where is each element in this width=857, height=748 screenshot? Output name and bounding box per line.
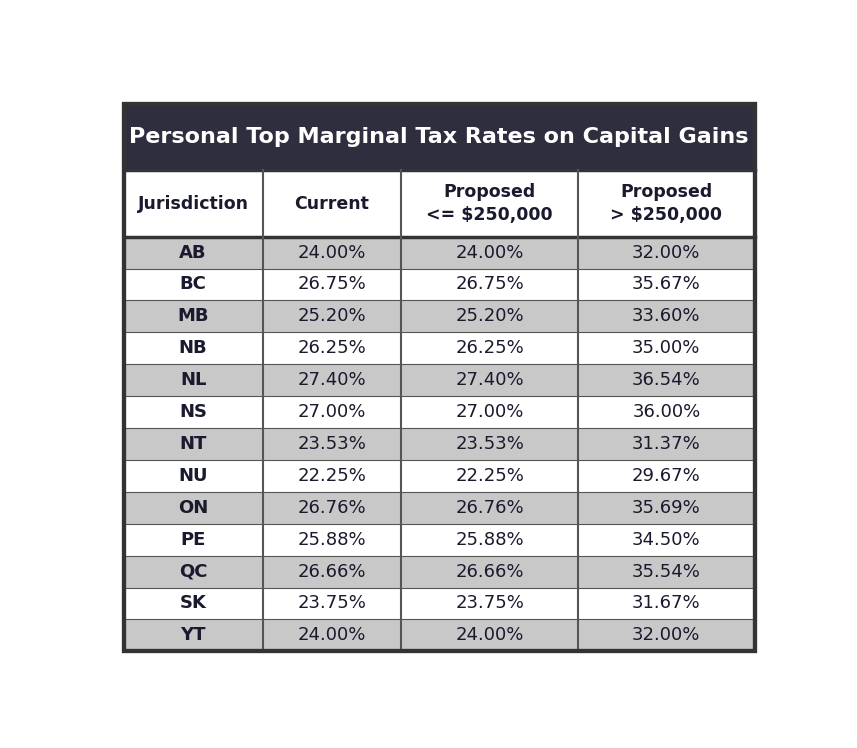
Text: BC: BC [180,275,207,293]
Text: Personal Top Marginal Tax Rates on Capital Gains: Personal Top Marginal Tax Rates on Capit… [129,127,749,147]
Text: 35.69%: 35.69% [632,499,701,517]
Text: Proposed
<= $250,000: Proposed <= $250,000 [427,183,553,224]
Text: PE: PE [181,530,206,549]
Text: YT: YT [180,626,206,644]
Text: 23.53%: 23.53% [455,435,524,453]
Bar [123,587,755,619]
Text: 31.67%: 31.67% [632,595,701,613]
Bar [123,396,755,428]
Text: 34.50%: 34.50% [632,530,701,549]
Text: 24.00%: 24.00% [297,626,366,644]
Text: 29.67%: 29.67% [632,467,701,485]
Text: AB: AB [179,244,207,262]
Text: 36.54%: 36.54% [632,371,701,389]
Text: 26.75%: 26.75% [297,275,366,293]
Text: Proposed
> $250,000: Proposed > $250,000 [610,183,722,224]
Text: 22.25%: 22.25% [455,467,524,485]
Text: 26.25%: 26.25% [455,340,524,358]
Text: 26.66%: 26.66% [297,562,366,580]
Text: ON: ON [178,499,208,517]
Text: 26.25%: 26.25% [297,340,366,358]
Bar [123,104,755,171]
Bar [123,524,755,556]
Text: 23.75%: 23.75% [297,595,367,613]
Text: 22.25%: 22.25% [297,467,367,485]
Text: 26.66%: 26.66% [455,562,524,580]
Bar [123,171,755,236]
Text: 25.88%: 25.88% [297,530,366,549]
Text: 24.00%: 24.00% [456,626,524,644]
Text: NU: NU [178,467,208,485]
Text: 25.88%: 25.88% [455,530,524,549]
Bar [123,332,755,364]
Text: 25.20%: 25.20% [297,307,366,325]
Bar [123,619,755,652]
Bar [123,428,755,460]
Text: Jurisdiction: Jurisdiction [138,194,249,212]
Text: MB: MB [177,307,209,325]
Text: NS: NS [179,403,207,421]
Bar [123,460,755,492]
Text: 27.00%: 27.00% [297,403,366,421]
Text: 26.76%: 26.76% [297,499,366,517]
Text: Current: Current [295,194,369,212]
Text: 36.00%: 36.00% [632,403,700,421]
Text: NL: NL [180,371,207,389]
Text: 33.60%: 33.60% [632,307,701,325]
Bar [123,364,755,396]
Text: 27.40%: 27.40% [297,371,366,389]
Text: NB: NB [179,340,207,358]
Bar [123,301,755,332]
Text: 35.67%: 35.67% [632,275,701,293]
Text: 35.54%: 35.54% [632,562,701,580]
Bar [123,236,755,269]
Text: 27.40%: 27.40% [455,371,524,389]
Bar [123,556,755,587]
Text: 24.00%: 24.00% [297,244,366,262]
Text: NT: NT [179,435,207,453]
Bar [123,492,755,524]
Text: 27.00%: 27.00% [456,403,524,421]
Text: 31.37%: 31.37% [632,435,701,453]
Text: 32.00%: 32.00% [632,626,700,644]
Text: QC: QC [179,562,207,580]
Text: 32.00%: 32.00% [632,244,700,262]
Text: 25.20%: 25.20% [455,307,524,325]
Text: 23.53%: 23.53% [297,435,367,453]
Bar [123,269,755,301]
Text: 35.00%: 35.00% [632,340,700,358]
Text: 26.76%: 26.76% [455,499,524,517]
Text: SK: SK [180,595,207,613]
Text: 26.75%: 26.75% [455,275,524,293]
Text: 23.75%: 23.75% [455,595,524,613]
Text: 24.00%: 24.00% [456,244,524,262]
